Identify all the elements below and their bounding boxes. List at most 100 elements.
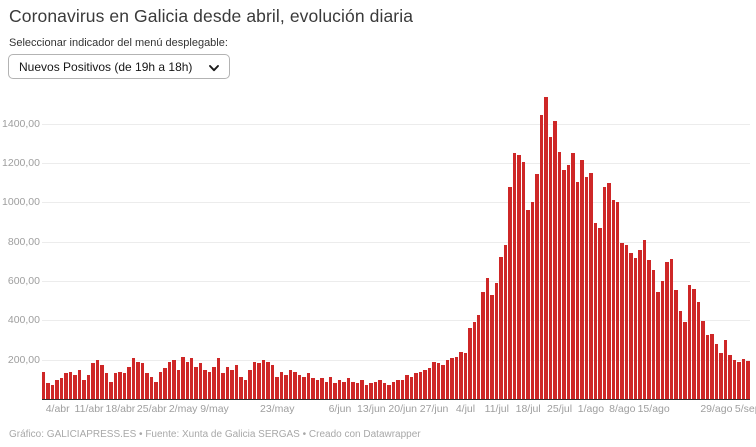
bar[interactable] [266, 361, 270, 399]
bar[interactable] [185, 361, 189, 399]
bar[interactable] [687, 285, 692, 399]
bar[interactable] [517, 154, 521, 399]
bar[interactable] [203, 369, 207, 399]
bar[interactable] [705, 334, 710, 399]
bar[interactable] [728, 354, 732, 399]
bar[interactable] [441, 365, 445, 399]
bar[interactable] [279, 371, 284, 399]
bar[interactable] [140, 363, 145, 399]
bar[interactable] [342, 381, 346, 399]
bar[interactable] [454, 356, 459, 399]
bar[interactable] [589, 173, 593, 399]
bar[interactable] [544, 97, 548, 399]
bar[interactable] [620, 243, 624, 399]
bar[interactable] [198, 363, 203, 399]
bar[interactable] [584, 176, 589, 399]
bar[interactable] [225, 366, 230, 399]
bar[interactable] [293, 371, 297, 399]
bar[interactable] [109, 381, 113, 399]
bar[interactable] [445, 360, 450, 399]
bar[interactable] [181, 356, 185, 399]
bar[interactable] [378, 379, 382, 399]
bar[interactable] [42, 371, 46, 399]
bar[interactable] [414, 373, 418, 399]
bar[interactable] [629, 253, 633, 399]
bar[interactable] [530, 201, 535, 399]
bar[interactable] [320, 377, 324, 399]
bar[interactable] [741, 359, 746, 399]
bar[interactable] [409, 376, 414, 399]
bar[interactable] [616, 201, 620, 399]
bar[interactable] [665, 261, 669, 399]
bar[interactable] [566, 164, 571, 399]
bar[interactable] [86, 375, 91, 399]
bar[interactable] [387, 385, 391, 399]
bar[interactable] [521, 161, 526, 399]
bar[interactable] [306, 373, 311, 399]
bar[interactable] [405, 375, 409, 399]
bar[interactable] [176, 369, 181, 399]
bar[interactable] [311, 378, 315, 399]
bar[interactable] [113, 373, 118, 399]
bar[interactable] [485, 278, 490, 399]
indicator-select[interactable]: Nuevos Positivos (de 19h a 18h) [8, 54, 230, 79]
bar[interactable] [642, 240, 647, 399]
bar[interactable] [270, 365, 275, 399]
bar[interactable] [216, 358, 221, 399]
bar[interactable] [284, 375, 288, 399]
bar[interactable] [234, 365, 239, 399]
bar[interactable] [548, 136, 553, 399]
bar[interactable] [324, 381, 328, 399]
bar[interactable] [463, 353, 468, 399]
bar[interactable] [194, 366, 198, 399]
bar[interactable] [719, 353, 723, 399]
bar[interactable] [512, 153, 517, 399]
bar[interactable] [373, 381, 378, 399]
bar[interactable] [104, 373, 109, 399]
bar[interactable] [59, 378, 64, 399]
bar[interactable] [297, 375, 302, 399]
bar[interactable] [571, 153, 575, 399]
bar[interactable] [302, 376, 306, 399]
bar[interactable] [508, 186, 512, 399]
bar[interactable] [118, 371, 122, 399]
bar[interactable] [391, 381, 396, 399]
bar[interactable] [611, 199, 615, 399]
bar[interactable] [239, 376, 243, 399]
bar[interactable] [95, 360, 100, 399]
bar[interactable] [257, 363, 261, 399]
bar[interactable] [450, 358, 454, 399]
bar[interactable] [91, 363, 95, 399]
bar[interactable] [539, 114, 544, 399]
bar[interactable] [189, 358, 194, 399]
bar[interactable] [396, 379, 400, 399]
bar[interactable] [68, 371, 73, 399]
bar[interactable] [248, 369, 252, 399]
bar[interactable] [490, 295, 494, 399]
bar[interactable] [261, 360, 266, 399]
bar[interactable] [100, 365, 104, 399]
bar[interactable] [131, 358, 136, 399]
bar[interactable] [723, 340, 728, 399]
bar[interactable] [158, 371, 163, 399]
bar[interactable] [333, 383, 337, 399]
bar[interactable] [337, 379, 342, 399]
bar[interactable] [607, 183, 611, 399]
bar[interactable] [329, 376, 333, 399]
bar[interactable] [230, 369, 234, 399]
bar[interactable] [145, 373, 149, 399]
bar[interactable] [432, 361, 436, 399]
bar[interactable] [167, 361, 172, 399]
bar[interactable] [436, 363, 441, 399]
bar[interactable] [212, 366, 216, 399]
bar[interactable] [288, 369, 293, 399]
bar[interactable] [427, 368, 432, 399]
bar[interactable] [692, 288, 696, 399]
bar[interactable] [737, 361, 741, 399]
bar[interactable] [55, 379, 59, 399]
bar[interactable] [468, 328, 472, 399]
bar[interactable] [575, 181, 580, 399]
bar[interactable] [64, 373, 68, 399]
bar[interactable] [252, 361, 257, 399]
bar[interactable] [714, 343, 719, 399]
